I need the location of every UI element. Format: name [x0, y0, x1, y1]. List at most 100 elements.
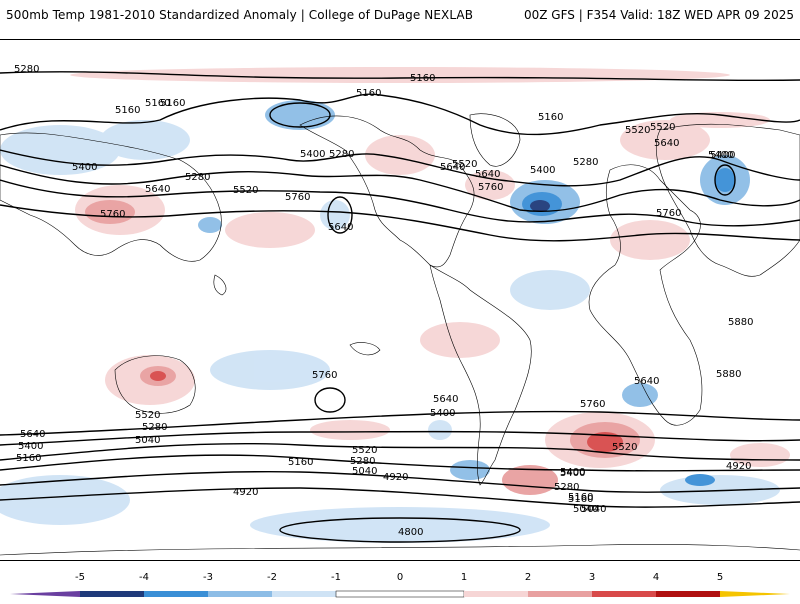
contour-label: 5400 [710, 150, 735, 161]
contour-line [327, 196, 353, 234]
contour-label: 5280 [14, 64, 39, 75]
contour-label: 5760 [285, 192, 310, 203]
contour-label: 5640 [20, 429, 45, 440]
contour-label: 5280 [142, 422, 167, 433]
contour-line [0, 204, 800, 242]
anomaly-blob [510, 270, 590, 310]
anomaly-blob [428, 420, 452, 440]
contour-label: 5040 [352, 466, 377, 477]
color-scale-tick: -4 [139, 572, 149, 583]
color-swatch-neg2 [208, 591, 272, 597]
color-scale-bar: -5 -4 -3 -2 -1 0 1 2 3 4 5 [0, 572, 800, 600]
contour-line [0, 149, 800, 187]
contour-label: 5400 [430, 408, 455, 419]
contour-label: 5760 [656, 208, 681, 219]
island-outline [349, 342, 381, 356]
contour-label: 5520 [135, 410, 160, 421]
contour-label: 5160 [145, 98, 170, 109]
anomaly-blob [150, 371, 166, 381]
contour-label: 5040 [573, 504, 598, 515]
europe-africa-outline [588, 164, 703, 426]
color-swatch-pos4 [656, 591, 720, 597]
contour-label: 4920 [233, 487, 258, 498]
contour-label: 5280 [554, 482, 579, 493]
coastlines [0, 113, 800, 556]
weather-map: 5280 5160 5160 5160 5160 5160 5400 5280 … [0, 39, 800, 561]
contour-label: 5760 [580, 399, 605, 410]
contour-label: 5280 [350, 456, 375, 467]
contour-label: 5160 [115, 105, 140, 116]
contour-label: 5400 [300, 149, 325, 160]
color-scale [10, 590, 790, 598]
color-scale-tick: 3 [588, 572, 596, 583]
anomaly-blob [250, 507, 550, 543]
contour-label: 5160 [288, 457, 313, 468]
contour-labels: 5280 5160 5160 5160 5160 5160 5400 5280 … [14, 64, 753, 538]
contour-line [269, 102, 331, 128]
anomaly-blob [0, 475, 130, 525]
color-scale-tick: 2 [524, 572, 532, 583]
east-asia-outline [0, 132, 222, 262]
anomaly-blob [365, 135, 435, 175]
anomaly-blob [730, 443, 790, 467]
anomaly-blob [670, 112, 770, 128]
contour-label: 5520 [452, 159, 477, 170]
contour-line [0, 71, 800, 82]
contour-label: 5640 [654, 138, 679, 149]
color-swatch-neg4 [80, 591, 144, 597]
anomaly-blob [225, 212, 315, 248]
anomaly-blob [210, 350, 330, 390]
contour-label: 5760 [100, 209, 125, 220]
color-swatch-neg3 [144, 591, 208, 597]
contour-label: 5280 [185, 172, 210, 183]
contour-label: 4920 [726, 461, 751, 472]
color-swatch-zero [335, 590, 465, 598]
contour-label: 5160 [568, 494, 593, 505]
contour-label: 5400 [530, 165, 555, 176]
south-america-outline [429, 264, 532, 486]
color-swatch-neg5 [10, 591, 80, 597]
contour-label: 5160 [538, 112, 563, 123]
anomaly-blob [100, 120, 190, 160]
map-title: 500mb Temp 1981-2010 Standardized Anomal… [6, 8, 474, 22]
contour-line [0, 179, 800, 227]
color-scale-tick: -5 [75, 572, 85, 583]
map-canvas: 5280 5160 5160 5160 5160 5160 5400 5280 … [0, 40, 800, 560]
contour-label: 5160 [160, 98, 185, 109]
contour-label: 5040 [135, 435, 160, 446]
contour-label: 5400 [560, 468, 585, 479]
contour-label: 5520 [352, 445, 377, 456]
anomaly-blob [530, 200, 550, 212]
contour-label: 5280 [329, 149, 354, 160]
contour-line [0, 470, 800, 493]
anomaly-blob [450, 460, 490, 480]
anomaly-blob [465, 170, 515, 200]
contour-line [314, 387, 346, 413]
color-scale-swatches [10, 590, 790, 598]
contour-line [0, 164, 800, 213]
color-swatch-pos3 [592, 591, 656, 597]
anomaly-blob [587, 432, 623, 452]
contour-line [714, 164, 736, 196]
contour-label: 5520 [612, 442, 637, 453]
color-swatch-pos2 [528, 591, 592, 597]
contour-line [279, 517, 521, 543]
contour-label: 5400 [72, 162, 97, 173]
color-scale-tick: 4 [652, 572, 660, 583]
contour-label: 5760 [312, 370, 337, 381]
contour-label: 5880 [716, 369, 741, 380]
contour-line [0, 454, 800, 472]
anomaly-blob [310, 420, 390, 440]
contour-label: 5040 [581, 504, 606, 515]
contour-label: 5760 [478, 182, 503, 193]
contour-label: 5280 [573, 157, 598, 168]
anomaly-blob [420, 322, 500, 358]
contour-line [0, 410, 800, 436]
contour-label: 5160 [410, 73, 435, 84]
contour-label: 5160 [16, 453, 41, 464]
contour-label: 5400 [560, 467, 585, 478]
color-scale-tick: -2 [267, 572, 277, 583]
color-scale-tick: -1 [331, 572, 341, 583]
height-contours [0, 71, 800, 543]
anomaly-blob [715, 168, 735, 192]
